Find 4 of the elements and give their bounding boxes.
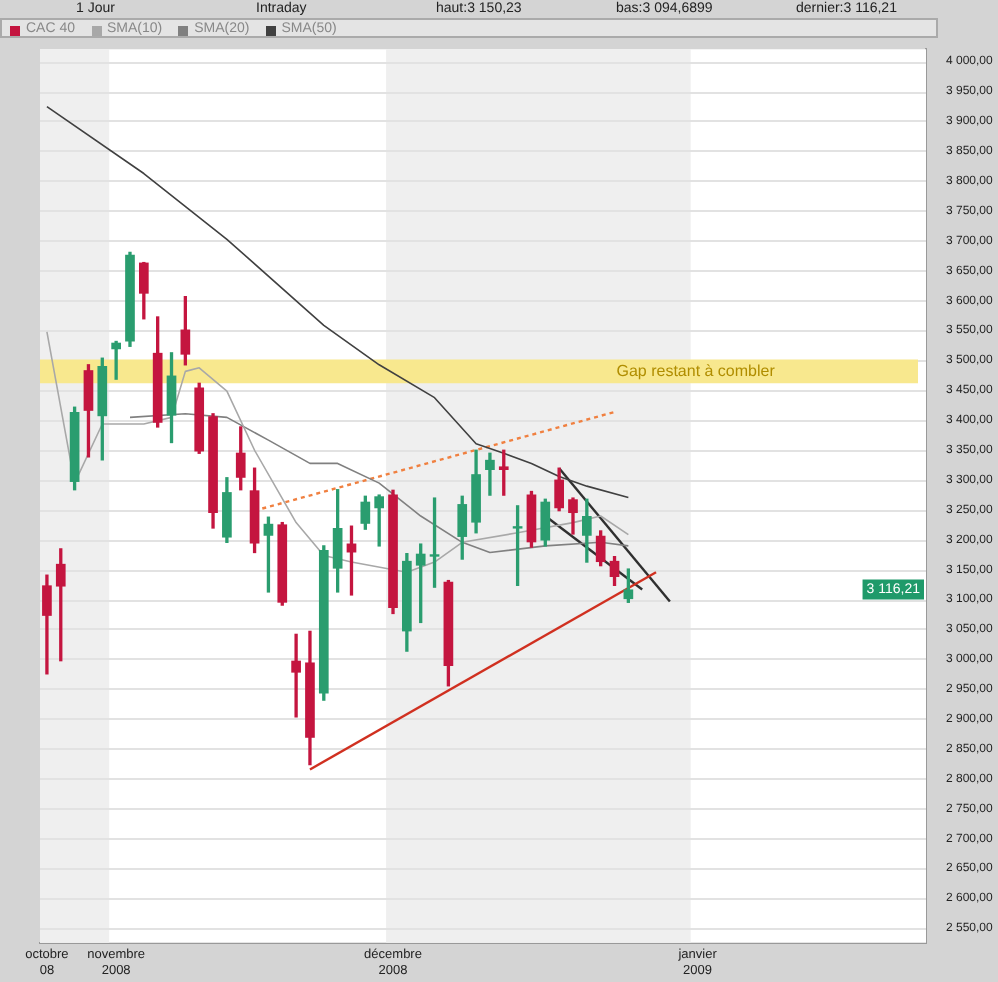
candlestick [485,452,495,496]
band-label: Gap restant à combler [616,361,776,380]
candlestick [291,633,301,718]
candlestick [111,340,121,380]
